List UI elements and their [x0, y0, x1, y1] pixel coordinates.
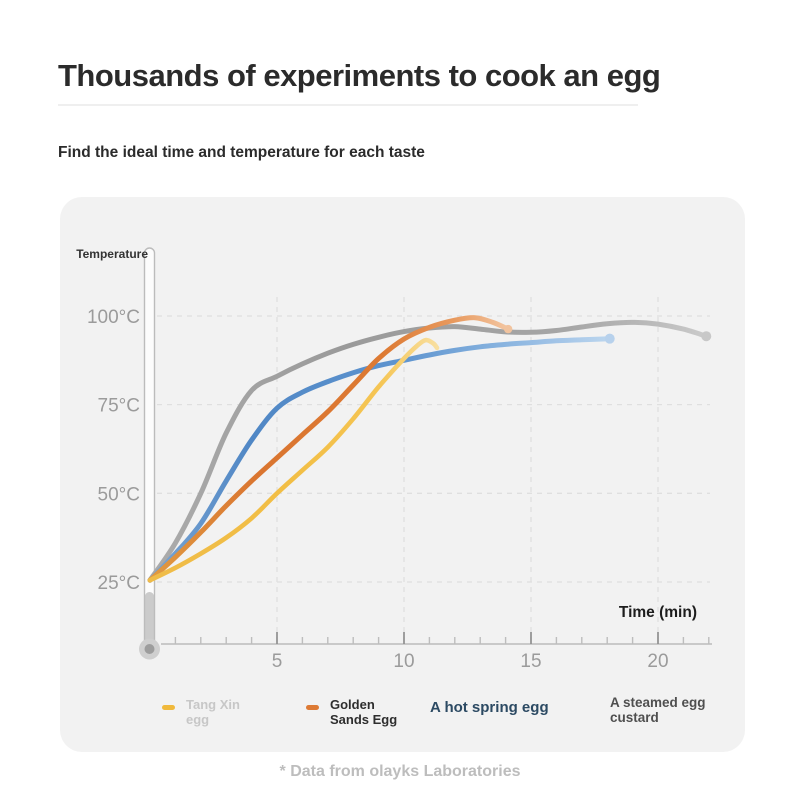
y-tick-label: 25°C [98, 573, 140, 594]
page-subtitle: Find the ideal time and temperature for … [58, 144, 425, 161]
thermometer-tube-fill [144, 248, 155, 649]
y-tick-label: 75°C [98, 396, 140, 417]
data-source-note: * Data from olayks Laboratories [279, 763, 521, 780]
x-tick-label: 10 [393, 651, 414, 672]
series-end-dot [604, 333, 615, 344]
series-end-dot [503, 324, 513, 334]
egg-cooking-chart: 5 10 15 20 25°C 50°C 75°C 100°C Temperature Time … [76, 247, 712, 672]
chart-card: 5 10 15 20 25°C 50°C 75°C 100°C Temperature Time … [60, 197, 745, 752]
x-axis-title: Time (min) [619, 604, 697, 621]
y-tick-label: 50°C [98, 484, 140, 505]
series-line-a-hot-spring-egg [147, 336, 613, 583]
x-tick-label: 20 [647, 651, 668, 672]
title-underline [58, 104, 638, 106]
series-end-dot [701, 331, 712, 342]
thermometer-bulb-inner [144, 644, 155, 654]
page-title: Thousands of experiments to cook an egg [58, 58, 661, 93]
y-tick-label: 100°C [87, 307, 140, 328]
thermometer-mercury [144, 592, 155, 649]
x-tick-label: 15 [520, 651, 541, 672]
series-line-golden-sands-egg [147, 315, 511, 583]
series-line-tang-xin-egg [147, 337, 440, 583]
y-axis-title: Temperature [76, 247, 148, 261]
x-tick-label: 5 [272, 651, 283, 672]
series-line-a-steamed-egg-custard [147, 319, 709, 583]
